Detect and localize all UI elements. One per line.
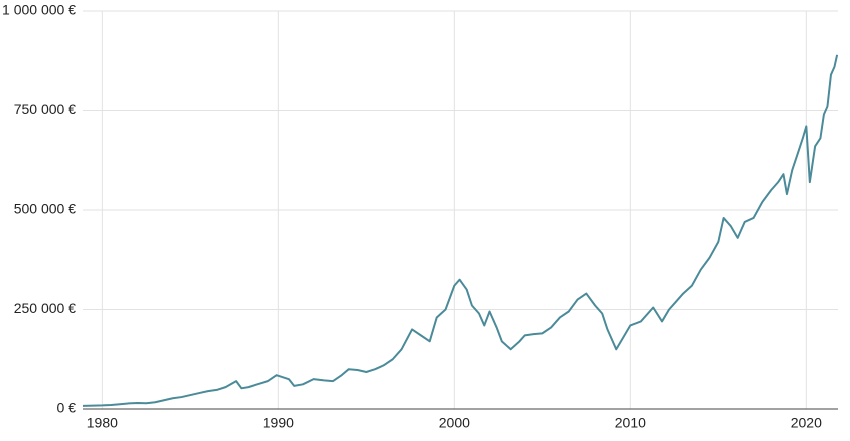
- x-tick-label: 2000: [439, 415, 470, 431]
- x-tick-label: 1980: [87, 415, 118, 431]
- y-tick-label: 750 000 €: [14, 101, 76, 117]
- y-tick-label: 1 000 000 €: [2, 2, 76, 18]
- y-tick-label: 250 000 €: [14, 300, 76, 316]
- x-tick-label: 2010: [615, 415, 646, 431]
- x-tick-label: 1990: [263, 415, 294, 431]
- y-tick-label: 0 €: [57, 400, 77, 416]
- line: [82, 54, 839, 407]
- y-tick-label: 500 000 €: [14, 201, 76, 217]
- x-tick-label: 2020: [791, 415, 822, 431]
